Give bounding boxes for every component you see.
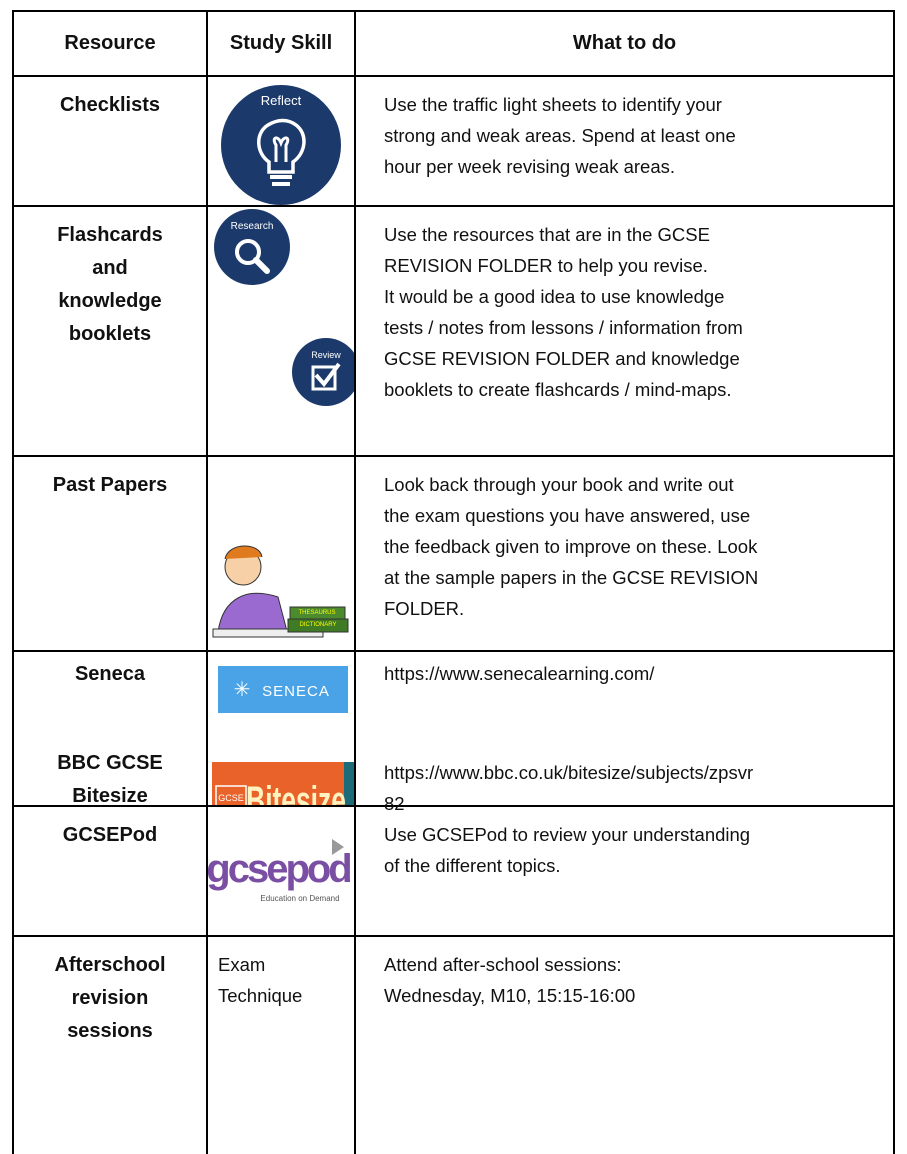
text-line: strong and weak areas. Spend at least on…	[384, 125, 736, 146]
instruction-cell: Use GCSEPod to review your understanding…	[354, 805, 895, 937]
resource: revision	[71, 987, 149, 1009]
resource: Seneca	[74, 663, 146, 685]
header-cell: Study Skill	[206, 10, 356, 77]
icon-label: DICTIONARY	[300, 622, 337, 628]
skill-cell: gcsepod Education on Demand	[206, 805, 356, 937]
research-review-icons: Research Review	[214, 209, 354, 406]
row: GCSEPod gcsepod Education on Demand Use …	[12, 805, 895, 937]
icon-label: Review	[311, 350, 341, 360]
resource: GCSEPod	[62, 824, 158, 846]
gcsepod-logo: gcsepod Education on Demand	[208, 839, 353, 903]
text-line: FOLDER.	[384, 598, 465, 619]
resource: Flashcards	[57, 224, 163, 246]
row: Afterschool revision sessions Exam Techn…	[12, 935, 895, 1154]
text-line: tests / notes from lessons / information…	[384, 317, 743, 338]
text-line: at the sample papers in the GCSE REVISIO…	[384, 567, 759, 588]
link-text: https://www.bbc.co.uk/bitesize/subjects/…	[384, 762, 754, 783]
resource: Afterschool	[54, 954, 166, 976]
resource: Bitesize	[72, 785, 148, 807]
text-line: booklets to create flashcards / mind-map…	[384, 379, 732, 400]
resource-cell: Past Papers	[12, 455, 208, 652]
icon-label: gcsepod	[208, 847, 350, 891]
row: Checklists Reflect Use the traffic light…	[12, 75, 895, 207]
row: Seneca BBC GCSE Bitesize ✳ SENECA GCSE Bi…	[12, 650, 895, 814]
icon-label: THESAURUS	[298, 610, 335, 616]
icon-label: GCSE	[218, 793, 244, 803]
skill-cell: Research Review	[206, 205, 356, 457]
header-cell: What to do	[354, 10, 895, 77]
revision-table: Resource Study Skill What to do Checklis…	[12, 10, 895, 1154]
icon-label: SENECA	[262, 683, 330, 700]
resource-cell: Seneca BBC GCSE Bitesize	[12, 650, 208, 807]
header-row: Resource Study Skill What to do	[12, 10, 895, 77]
instruction-cell: Look back through your book and write ou…	[354, 455, 895, 652]
reflect-icon: Reflect	[221, 85, 341, 205]
text-line: Look back through your book and write ou…	[384, 474, 734, 495]
instruction-cell: Attend after-school sessions: Wednesday,…	[354, 935, 895, 1154]
seneca-bitesize-logos: ✳ SENECA GCSE Bitesize	[212, 666, 354, 805]
icon-label: Bitesize	[246, 780, 346, 805]
skill-cell: ✳ SENECA GCSE Bitesize	[206, 650, 356, 807]
text-line: the feedback given to improve on these. …	[384, 536, 758, 557]
resource: knowledge	[58, 290, 162, 312]
link-text: https://www.senecalearning.com/	[384, 663, 655, 684]
resource-cell: GCSEPod	[12, 805, 208, 937]
study-cartoon: THESAURUS DICTIONARY	[212, 545, 349, 638]
instruction-cell: Use the resources that are in the GCSE R…	[354, 205, 895, 457]
resource: and	[92, 257, 128, 279]
text-line: Use the traffic light sheets to identify…	[384, 94, 722, 115]
skill-cell: THESAURUS DICTIONARY	[206, 455, 356, 652]
resource-cell: Flashcards and knowledge booklets	[12, 205, 208, 457]
icon-label: Education on Demand	[260, 894, 339, 903]
skill-text: Exam	[218, 954, 266, 975]
skill-text: Technique	[218, 985, 303, 1006]
resource-cell: Checklists	[12, 75, 208, 207]
text-line: hour per week revising weak areas.	[384, 156, 676, 177]
text-line: Attend after-school sessions:	[384, 954, 622, 975]
resource-group: Seneca	[14, 658, 206, 691]
instruction-cell: https://www.senecalearning.com/ https://…	[354, 650, 895, 814]
text-line: the exam questions you have answered, us…	[384, 505, 751, 526]
row: Flashcards and knowledge booklets Resear…	[12, 205, 895, 457]
text-line: Use GCSEPod to review your understanding	[384, 824, 751, 845]
skill-cell: Exam Technique	[206, 935, 356, 1154]
text-line: Use the resources that are in the GCSE	[384, 224, 710, 245]
resource: Past Papers	[52, 474, 168, 496]
instruction-cell: Use the traffic light sheets to identify…	[354, 75, 895, 207]
svg-text:✳: ✳	[234, 679, 251, 701]
resource: sessions	[67, 1020, 153, 1042]
text-line: It would be a good idea to use knowledge	[384, 286, 725, 307]
row: Past Papers THESAURUS DICTIONARY Look ba…	[12, 455, 895, 652]
resource: booklets	[68, 323, 152, 345]
header-cell: Resource	[12, 10, 208, 77]
resource: BBC GCSE	[57, 752, 163, 774]
text-line: of the different topics.	[384, 855, 561, 876]
icon-label: Research	[231, 221, 274, 232]
skill-cell: Reflect	[206, 75, 356, 207]
resource: Checklists	[59, 94, 161, 116]
resource-cell: Afterschool revision sessions	[12, 935, 208, 1154]
icon-label: Reflect	[261, 93, 302, 108]
text-line: GCSE REVISION FOLDER and knowledge	[384, 348, 740, 369]
text-line: REVISION FOLDER to help you revise.	[384, 255, 708, 276]
resource-group: BBC GCSE Bitesize	[14, 747, 206, 813]
text-line: Wednesday, M10, 15:15-16:00	[384, 985, 636, 1006]
text-group: https://www.senecalearning.com/	[384, 658, 893, 689]
